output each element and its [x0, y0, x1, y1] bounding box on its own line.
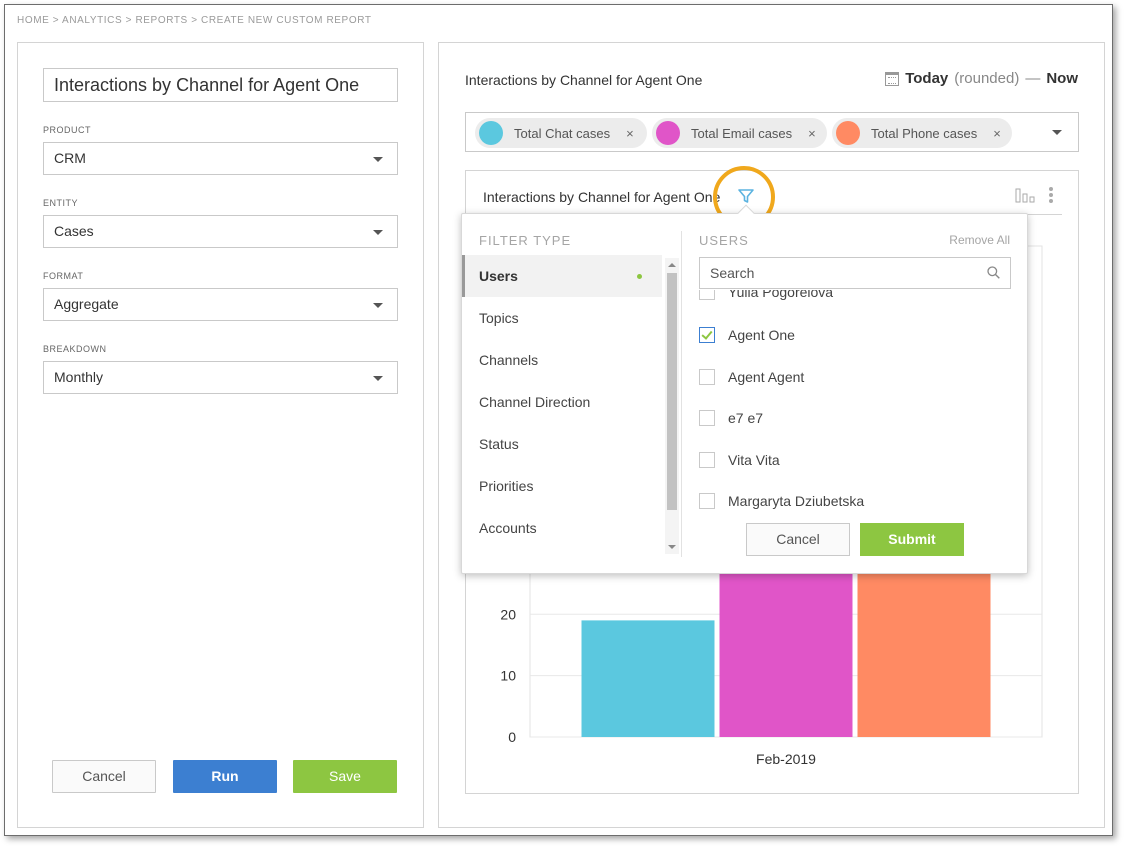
series-chip-label: Total Phone cases: [871, 125, 978, 141]
report-settings-panel: Interactions by Channel for Agent One PR…: [17, 42, 424, 828]
entity-select[interactable]: Cases: [43, 215, 398, 248]
series-chip-email: Total Email cases ×: [652, 118, 827, 148]
save-button[interactable]: Save: [293, 760, 397, 793]
search-icon: [987, 266, 1000, 279]
remove-all-link[interactable]: Remove All: [949, 233, 1010, 247]
filter-type-accounts[interactable]: Accounts: [479, 520, 537, 536]
run-button[interactable]: Run: [173, 760, 277, 793]
filter-type-scrollbar[interactable]: [665, 258, 679, 554]
report-title: Interactions by Channel for Agent One: [465, 72, 703, 88]
user-search-input[interactable]: Search: [699, 257, 1011, 289]
user-list: Yulia Pogorelova Agent One Agent Agent e…: [699, 290, 1011, 518]
scrollbar-thumb[interactable]: [667, 273, 677, 510]
bar-total-phone-cases: [857, 559, 991, 737]
filter-type-topics[interactable]: Topics: [479, 310, 519, 326]
filter-type-channel-direction[interactable]: Channel Direction: [479, 394, 591, 410]
phone-color-dot: [836, 121, 860, 145]
chevron-down-icon: [373, 303, 383, 308]
chevron-down-icon: [373, 230, 383, 235]
filter-submit-button[interactable]: Submit: [860, 523, 964, 556]
breakdown-select[interactable]: Monthly: [43, 361, 398, 394]
bar-total-chat-cases: [581, 620, 715, 737]
filter-type-list: Users Topics Channels Channel Direction …: [462, 255, 662, 549]
user-row[interactable]: Vita Vita: [699, 450, 780, 470]
user-row[interactable]: Agent One: [699, 325, 795, 345]
date-separator: —: [1025, 70, 1041, 87]
y-tick-label: 20: [500, 606, 516, 622]
breadcrumb: HOME > ANALYTICS > REPORTS > CREATE NEW …: [17, 15, 372, 26]
date-range-picker[interactable]: Today (rounded) — Now: [885, 70, 1078, 87]
filter-popover: FILTER TYPE USERS Remove All Users Topic…: [461, 204, 1028, 574]
report-name-input[interactable]: Interactions by Channel for Agent One: [43, 68, 398, 102]
series-chip-label: Total Email cases: [691, 125, 793, 141]
filter-type-status[interactable]: Status: [479, 436, 519, 452]
user-row[interactable]: e7 e7: [699, 408, 763, 428]
column-divider: [681, 231, 682, 557]
chart-type-icon[interactable]: [1015, 187, 1035, 203]
user-row[interactable]: Agent Agent: [699, 367, 804, 387]
search-placeholder: Search: [710, 265, 755, 281]
bar-total-email-cases: [719, 559, 853, 737]
filter-cancel-button[interactable]: Cancel: [746, 523, 850, 556]
user-checkbox[interactable]: [699, 452, 715, 468]
user-checkbox[interactable]: [699, 290, 715, 300]
user-checkbox[interactable]: [699, 369, 715, 385]
user-name: Yulia Pogorelova: [728, 290, 834, 300]
calendar-icon: [885, 71, 900, 86]
y-tick-label: 10: [500, 668, 516, 684]
chevron-down-icon: [373, 157, 383, 162]
close-icon[interactable]: ×: [626, 125, 634, 141]
chevron-down-icon: [373, 376, 383, 381]
filter-type-users[interactable]: Users: [462, 255, 662, 297]
user-row[interactable]: Yulia Pogorelova: [699, 290, 833, 302]
active-dot-icon: [637, 274, 642, 279]
date-start: Today: [905, 70, 949, 87]
series-chip-chat: Total Chat cases ×: [475, 118, 647, 148]
scroll-up-icon[interactable]: [668, 263, 676, 267]
date-rounded-note: (rounded): [954, 70, 1020, 87]
close-icon[interactable]: ×: [808, 125, 816, 141]
user-checkbox-checked[interactable]: [699, 327, 715, 343]
product-value: CRM: [54, 150, 86, 166]
product-select[interactable]: CRM: [43, 142, 398, 175]
format-label: FORMAT: [43, 271, 84, 281]
chart-tools: [1015, 187, 1053, 203]
series-chip-label: Total Chat cases: [514, 125, 611, 141]
y-tick-label: 0: [508, 729, 516, 745]
entity-label: ENTITY: [43, 198, 79, 208]
close-icon[interactable]: ×: [993, 125, 1001, 141]
filter-type-heading: FILTER TYPE: [479, 233, 572, 248]
date-end: Now: [1046, 70, 1078, 87]
filter-type-label: Users: [479, 268, 518, 284]
scroll-down-icon[interactable]: [668, 545, 676, 549]
breakdown-label: BREAKDOWN: [43, 344, 107, 354]
filter-type-priorities[interactable]: Priorities: [479, 478, 534, 494]
chevron-down-icon[interactable]: [1052, 130, 1062, 135]
product-label: PRODUCT: [43, 125, 91, 135]
chart-title: Interactions by Channel for Agent One: [483, 189, 721, 205]
chat-color-dot: [479, 121, 503, 145]
filter-type-channels[interactable]: Channels: [479, 352, 539, 368]
format-select[interactable]: Aggregate: [43, 288, 398, 321]
x-tick-label: Feb-2019: [756, 751, 816, 767]
series-chip-phone: Total Phone cases ×: [832, 118, 1012, 148]
user-checkbox[interactable]: [699, 493, 715, 509]
breakdown-value: Monthly: [54, 369, 104, 385]
series-selector[interactable]: Total Chat cases × Total Email cases × T…: [465, 112, 1079, 152]
user-name: Agent Agent: [728, 369, 805, 385]
user-name: Vita Vita: [728, 452, 780, 468]
user-checkbox[interactable]: [699, 410, 715, 426]
entity-value: Cases: [54, 223, 94, 239]
email-color-dot: [656, 121, 680, 145]
user-row[interactable]: Margaryta Dziubetska: [699, 491, 864, 511]
user-name: e7 e7: [728, 410, 764, 426]
more-options-icon[interactable]: [1049, 187, 1053, 203]
user-name: Agent One: [728, 327, 795, 343]
users-heading: USERS: [699, 233, 749, 248]
cancel-button[interactable]: Cancel: [52, 760, 156, 793]
user-name: Margaryta Dziubetska: [728, 493, 865, 509]
format-value: Aggregate: [54, 296, 119, 312]
